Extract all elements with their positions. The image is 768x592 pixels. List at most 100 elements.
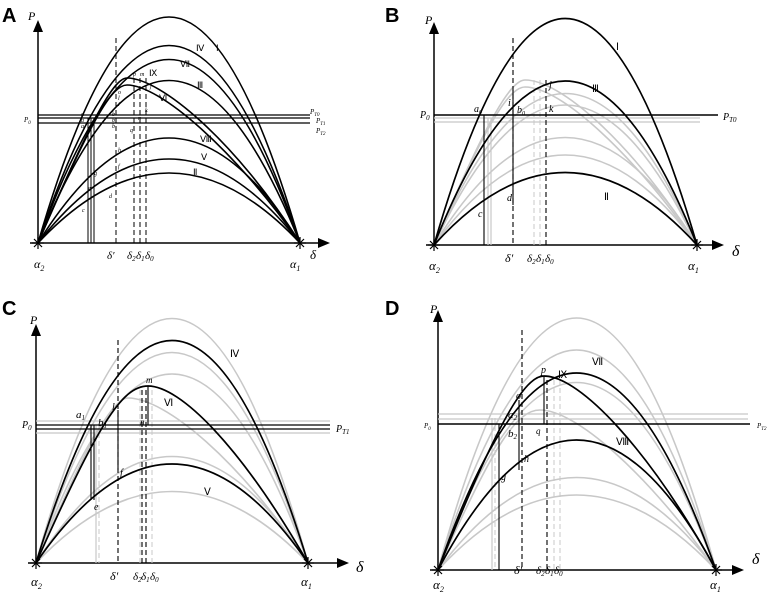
- panel-b-curve-II-label: Ⅱ: [604, 192, 609, 203]
- panel-d-point-q: q: [536, 426, 541, 436]
- panel-c-pt1-label: PT1: [335, 424, 350, 436]
- panel-d-delta-0-label: δ0: [554, 565, 563, 578]
- curve-d-IV-gray: [437, 349, 717, 571]
- panel-a-delta-1-label: δ1: [136, 250, 145, 263]
- panel-c-point-e: e: [94, 502, 99, 513]
- panel-a: A P δ PT0 PT1 PT2 P0: [2, 5, 330, 273]
- panel-c-alpha2-label: α2: [31, 574, 42, 591]
- curve-a-I: [37, 16, 301, 244]
- panel-d-curve-VII-label: Ⅶ: [592, 357, 603, 368]
- curve-a-VI: [37, 84, 301, 244]
- panel-c-curve-V-label: Ⅴ: [204, 487, 211, 498]
- panel-b-curve-I-label: Ⅰ: [616, 42, 619, 53]
- panel-a-point-e: e: [88, 186, 91, 192]
- panel-a-point-q: q: [130, 128, 133, 134]
- panel-b-point-i: i: [508, 98, 511, 109]
- panel-d-label: D: [385, 298, 399, 320]
- panel-a-curve-IV-label: Ⅳ: [196, 43, 205, 53]
- curve-b-V-gray: [433, 154, 698, 246]
- panel-b-alpha2-label: α2: [429, 258, 440, 275]
- curve-d-II-gray: [437, 494, 717, 571]
- panel-a-point-m: m: [140, 72, 145, 78]
- panel-c-point-b: b1: [98, 417, 107, 430]
- panel-b-p0-label: P0: [419, 110, 430, 122]
- panel-d-point-p: p: [540, 365, 546, 376]
- panel-a-delta-axis-arrow-icon: [318, 238, 330, 248]
- panel-a-point-o: o: [118, 90, 121, 96]
- curve-c-VIII-gray: [35, 455, 309, 564]
- curve-a-IV: [37, 44, 301, 244]
- panel-d-point-h: h: [524, 454, 529, 465]
- panel-b-point-c: c: [478, 209, 483, 220]
- panel-c-point-n: n: [140, 417, 145, 427]
- curve-b-II: [433, 171, 698, 246]
- panel-a-pt1-label: PT1: [315, 117, 326, 127]
- panel-d-delta-2-label: δ2: [536, 565, 545, 578]
- panel-b-alpha2-marker-icon: [428, 239, 440, 251]
- panel-b-delta-axis-arrow-icon: [712, 240, 724, 250]
- panel-d-p0-label: P0: [423, 422, 431, 432]
- panel-a-point-d: d: [109, 194, 113, 200]
- panel-c-delta-axis-arrow-icon: [337, 558, 349, 568]
- panel-b-alpha1-label: α1: [688, 258, 699, 275]
- panel-c-alpha1-marker-icon: [302, 557, 314, 569]
- panel-d-p-label: P: [429, 302, 438, 316]
- panel-a-curve-II-label: Ⅱ: [193, 167, 197, 177]
- panel-a-curve-IX-label: Ⅸ: [149, 68, 157, 78]
- curve-c-III-gray: [35, 373, 309, 564]
- curve-c-II-gray: [35, 490, 309, 564]
- panel-c-label: C: [2, 298, 16, 320]
- curve-c-I-gray: [35, 317, 309, 564]
- panel-b-alpha1-marker-icon: [691, 239, 703, 251]
- panel-b-point-j: j: [547, 80, 552, 91]
- panel-a-curve-VIII-label: Ⅷ: [200, 134, 212, 144]
- panel-a-point-i: i: [118, 102, 120, 108]
- panel-c-p0-label: P0: [21, 420, 32, 432]
- panel-a-delta-prime-label: δ′: [107, 250, 115, 262]
- curve-a-VIII: [37, 137, 301, 244]
- panel-d-p-axis-arrow-icon: [433, 310, 443, 322]
- curve-d-V-gray: [437, 476, 717, 571]
- panel-d: D P δ PT2 P: [385, 298, 767, 592]
- curve-c-V: [35, 463, 309, 564]
- panel-d-curve-IX-label: Ⅸ: [558, 370, 567, 381]
- panel-a-point-f: f: [118, 163, 121, 170]
- panel-b-delta-0-label: δ0: [545, 253, 554, 266]
- curve-d-IX: [437, 375, 717, 571]
- curve-a-V: [37, 158, 301, 244]
- curve-d-VI-gray: [437, 409, 717, 571]
- curve-c-VII-gray: [35, 351, 309, 564]
- panel-c: C P δ PT1: [2, 298, 364, 591]
- curve-b-VII-gray: [433, 104, 698, 246]
- curve-d-III-gray: [437, 381, 717, 571]
- panel-a-delta-label: δ: [310, 247, 317, 262]
- panel-d-alpha2-label: α2: [433, 577, 444, 592]
- curve-c-IX-gray: [35, 397, 309, 564]
- panel-a-curve-III-label: Ⅲ: [197, 80, 203, 90]
- panel-c-point-a: a1: [76, 409, 85, 422]
- panel-d-alpha1-marker-icon: [710, 564, 722, 576]
- panel-a-point-a1: a: [81, 118, 84, 124]
- panel-b-delta-1-label: δ1: [536, 253, 545, 266]
- panel-b-point-d: d: [507, 193, 513, 204]
- panel-a-point-a2: a: [81, 124, 84, 130]
- panel-d-pt2-label: PT2: [756, 422, 767, 432]
- panel-d-curve-VIII-label: Ⅷ: [616, 437, 629, 448]
- curve-a-III: [37, 79, 301, 244]
- panel-a-pt0-label: PT0: [309, 108, 320, 118]
- panel-a-point-l: l: [118, 96, 120, 102]
- panel-b-delta-2-label: δ2: [527, 253, 536, 266]
- panel-b: B P δ: [385, 5, 740, 275]
- panel-a-point-j: j: [149, 84, 152, 90]
- panel-a-curve-VI-label: Ⅵ: [159, 93, 167, 103]
- panel-c-delta-0-label: δ0: [150, 571, 159, 584]
- panel-a-point-p: p: [132, 72, 136, 78]
- panel-c-point-l: l: [112, 402, 115, 413]
- curve-b-III: [433, 80, 698, 246]
- panel-c-point-m: m: [146, 375, 153, 385]
- panel-c-delta-prime-label: δ′: [110, 569, 119, 583]
- curve-d-VIII: [437, 439, 717, 571]
- curve-b-IX-gray: [433, 79, 698, 246]
- panel-c-alpha1-label: α1: [301, 574, 312, 591]
